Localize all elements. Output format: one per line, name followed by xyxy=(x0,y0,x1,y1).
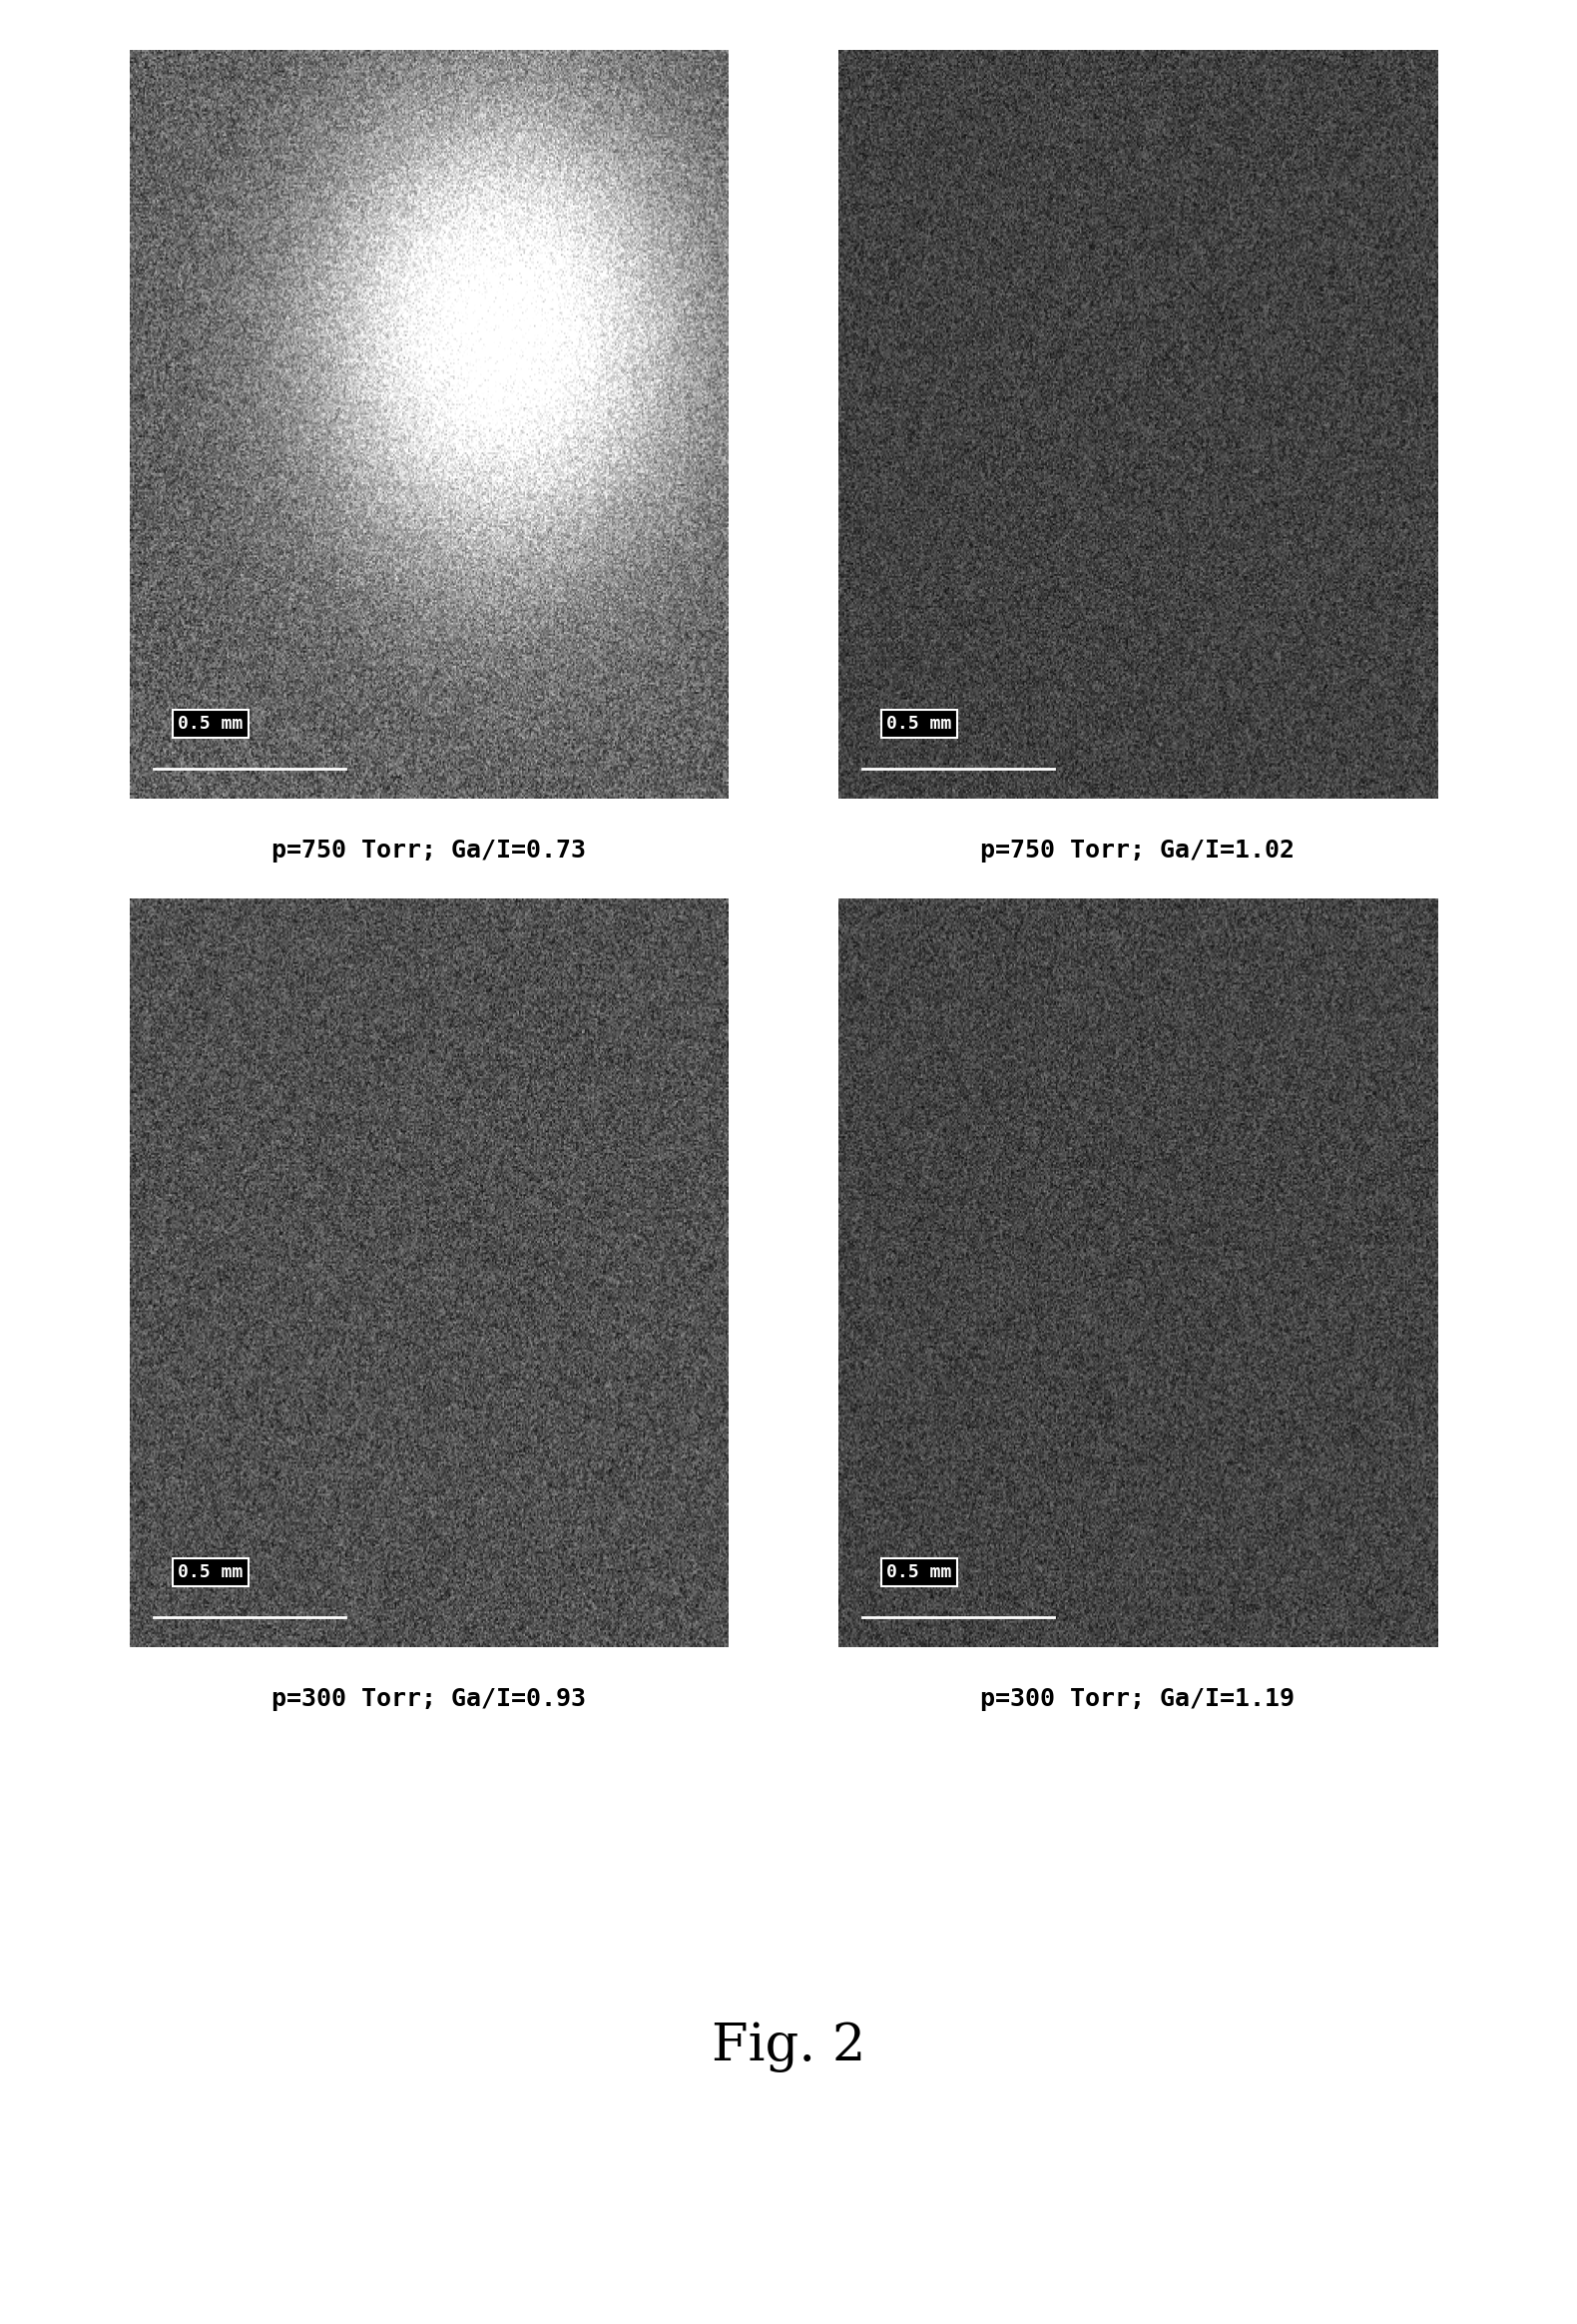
Text: p=300 Torr; Ga/I=0.93: p=300 Torr; Ga/I=0.93 xyxy=(271,1687,587,1710)
Text: p=300 Torr; Ga/I=1.19: p=300 Torr; Ga/I=1.19 xyxy=(981,1687,1295,1710)
Text: 0.5 mm: 0.5 mm xyxy=(886,716,951,732)
Text: p=750 Torr; Ga/I=1.02: p=750 Torr; Ga/I=1.02 xyxy=(981,839,1295,862)
Text: 0.5 mm: 0.5 mm xyxy=(178,1564,243,1580)
Text: 0.5 mm: 0.5 mm xyxy=(178,716,243,732)
Text: 0.5 mm: 0.5 mm xyxy=(886,1564,951,1580)
Text: p=750 Torr; Ga/I=0.73: p=750 Torr; Ga/I=0.73 xyxy=(271,839,587,862)
Text: Fig. 2: Fig. 2 xyxy=(711,2022,866,2073)
